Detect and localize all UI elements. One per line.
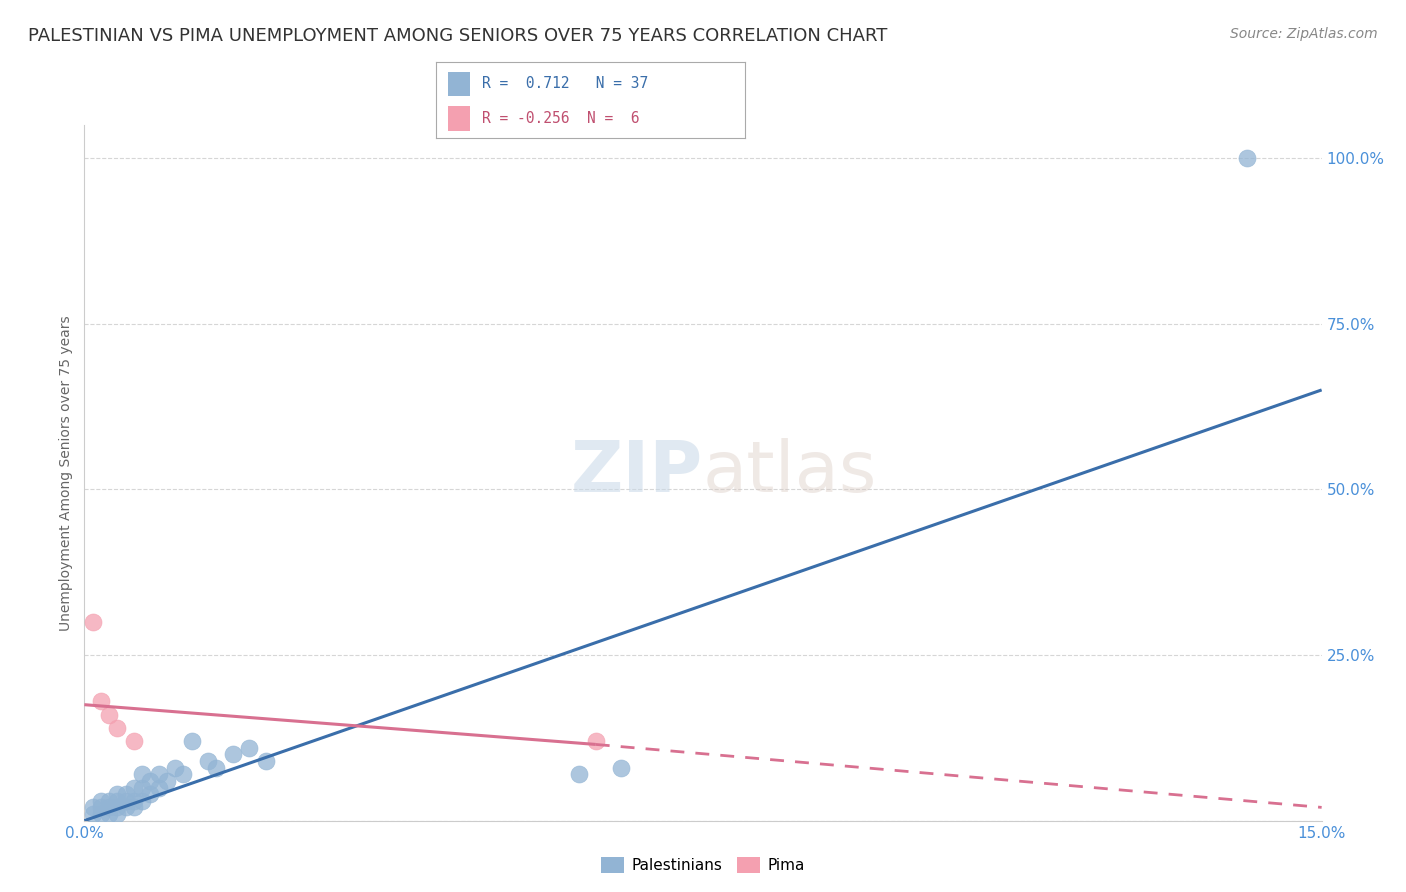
Point <box>172 767 194 781</box>
Point <box>105 794 128 808</box>
Text: R =  0.712   N = 37: R = 0.712 N = 37 <box>482 76 648 91</box>
Point <box>122 734 145 748</box>
Point <box>139 773 162 788</box>
Point <box>90 794 112 808</box>
Point <box>197 754 219 768</box>
Point <box>98 794 121 808</box>
Point <box>139 787 162 801</box>
Text: ZIP: ZIP <box>571 438 703 508</box>
Point <box>105 800 128 814</box>
Point <box>90 694 112 708</box>
Point <box>165 761 187 775</box>
Point <box>90 800 112 814</box>
FancyBboxPatch shape <box>449 71 470 95</box>
Point <box>156 773 179 788</box>
Point <box>148 780 170 795</box>
Point <box>98 800 121 814</box>
Text: PALESTINIAN VS PIMA UNEMPLOYMENT AMONG SENIORS OVER 75 YEARS CORRELATION CHART: PALESTINIAN VS PIMA UNEMPLOYMENT AMONG S… <box>28 27 887 45</box>
Point <box>131 794 153 808</box>
Text: Source: ZipAtlas.com: Source: ZipAtlas.com <box>1230 27 1378 41</box>
Text: atlas: atlas <box>703 438 877 508</box>
Point <box>1236 151 1258 165</box>
Y-axis label: Unemployment Among Seniors over 75 years: Unemployment Among Seniors over 75 years <box>59 315 73 631</box>
Point <box>105 787 128 801</box>
Point <box>222 747 245 762</box>
Point <box>98 707 121 722</box>
Point <box>122 800 145 814</box>
Point <box>122 780 145 795</box>
Point <box>105 721 128 735</box>
Point <box>180 734 202 748</box>
Point <box>90 807 112 822</box>
Point <box>98 807 121 822</box>
Point <box>609 761 631 775</box>
Point <box>238 740 260 755</box>
Point <box>205 761 228 775</box>
Point <box>114 800 136 814</box>
FancyBboxPatch shape <box>449 106 470 130</box>
Point <box>148 767 170 781</box>
Text: R = -0.256  N =  6: R = -0.256 N = 6 <box>482 111 640 126</box>
Point <box>568 767 591 781</box>
Point <box>585 734 607 748</box>
Point <box>254 754 277 768</box>
Point <box>131 780 153 795</box>
Point <box>114 787 136 801</box>
Point <box>105 807 128 822</box>
Point <box>114 794 136 808</box>
Point <box>131 767 153 781</box>
Point <box>82 807 104 822</box>
Point <box>122 794 145 808</box>
Legend: Palestinians, Pima: Palestinians, Pima <box>595 851 811 880</box>
Point <box>82 800 104 814</box>
Point <box>82 615 104 629</box>
